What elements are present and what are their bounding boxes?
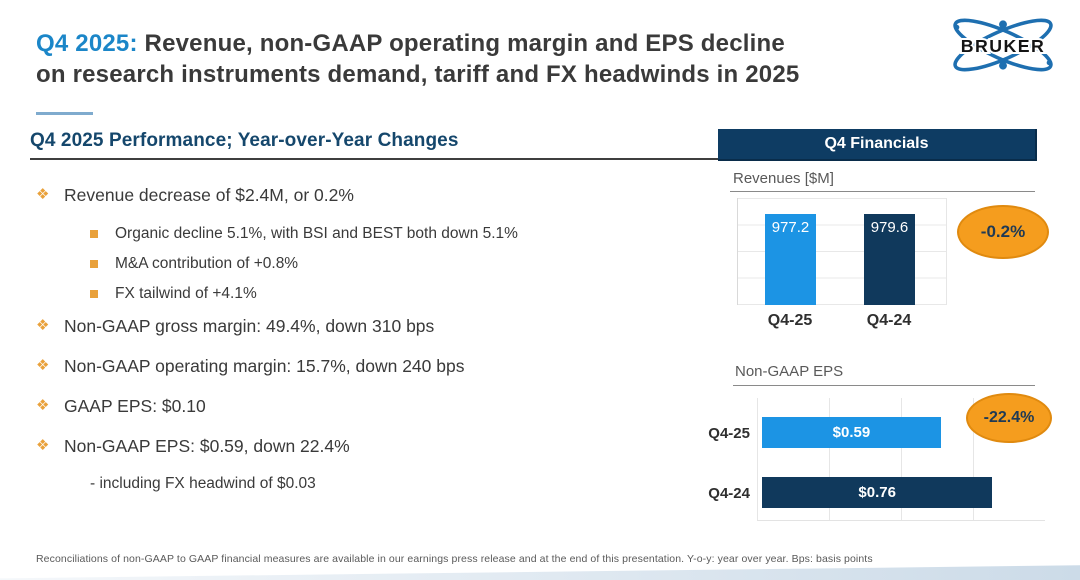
list-item: ❖ Non-GAAP EPS: $0.59, down 22.4% xyxy=(36,436,350,457)
diamond-bullet-icon: ❖ xyxy=(36,186,50,203)
bottom-decoration xyxy=(0,565,1080,580)
diamond-bullet-icon: ❖ xyxy=(36,317,50,334)
bullet-text: Non-GAAP EPS: $0.59, down 22.4% xyxy=(64,436,350,456)
revenue-axis-label-q4-24: Q4-24 xyxy=(866,312,912,329)
revenue-axis-label-q4-25: Q4-25 xyxy=(767,312,813,329)
eps-axis-label-q4-24: Q4-24 xyxy=(708,485,750,502)
square-bullet-icon xyxy=(90,230,98,238)
title-line2: on research instruments demand, tariff a… xyxy=(36,61,800,88)
eps-axis-label-q4-25: Q4-25 xyxy=(708,425,750,442)
bullet-text: M&A contribution of +0.8% xyxy=(115,255,299,272)
revenue-change-badge: -0.2% xyxy=(957,205,1049,259)
badge-label: -22.4% xyxy=(983,409,1035,426)
eps-change-badge: -22.4% xyxy=(966,393,1052,443)
footnote: Reconciliations of non-GAAP to GAAP fina… xyxy=(36,553,873,565)
section-heading: Q4 2025 Performance; Year-over-Year Chan… xyxy=(30,130,459,151)
bullet-text: Revenue decrease of $2.4M, or 0.2% xyxy=(64,185,354,205)
list-item: ❖ Non-GAAP gross margin: 49.4%, down 310 … xyxy=(36,316,434,337)
eps-bar-q4-24: $0.76 xyxy=(762,477,993,508)
section-underline xyxy=(30,158,718,160)
bullet-text: Non-GAAP gross margin: 49.4%, down 310 b… xyxy=(64,316,435,336)
list-item: ❖ Non-GAAP operating margin: 15.7%, down … xyxy=(36,356,464,377)
q4-financials-banner: Q4 Financials xyxy=(718,129,1037,161)
eps-bar-q4-25: $0.59 xyxy=(762,417,941,448)
eps-bar-value: $0.59 xyxy=(832,424,871,441)
eps-chart-title-underline xyxy=(733,385,1035,386)
list-item: - including FX headwind of $0.03 xyxy=(36,475,316,493)
badge-label: -0.2% xyxy=(980,222,1026,241)
list-item: ❖ Revenue decrease of $2.4M, or 0.2% xyxy=(36,185,354,206)
list-item: Organic decline 5.1%, with BSI and BEST … xyxy=(36,225,518,243)
bullet-text: GAAP EPS: $0.10 xyxy=(64,396,206,416)
bullet-text: - including FX headwind of $0.03 xyxy=(90,475,316,492)
square-bullet-icon xyxy=(90,290,98,298)
revenue-chart-title: Revenues [$M] xyxy=(733,170,834,187)
bullet-list: ❖ Revenue decrease of $2.4M, or 0.2% Orga… xyxy=(36,185,696,515)
eps-bar-value: $0.76 xyxy=(858,484,896,501)
logo-wordmark: BRUKER xyxy=(961,36,1046,56)
bruker-logo: BRUKER xyxy=(944,10,1062,80)
title-line1: Revenue, non-GAAP operating margin and E… xyxy=(144,30,785,57)
square-bullet-icon xyxy=(90,260,98,268)
revenue-chart-plot: 977.2 979.6 xyxy=(737,198,947,305)
bullet-text: Non-GAAP operating margin: 15.7%, down 2… xyxy=(64,356,465,376)
title-highlight: Q4 2025: xyxy=(36,30,138,57)
revenue-bar-value: 979.6 xyxy=(870,218,909,236)
atom-icon: BRUKER xyxy=(953,18,1053,72)
revenue-bar-value: 977.2 xyxy=(771,219,810,237)
bullet-text: Organic decline 5.1%, with BSI and BEST … xyxy=(115,225,518,242)
page-title: Q4 2025: Revenue, non-GAAP operating mar… xyxy=(36,28,916,90)
diamond-bullet-icon: ❖ xyxy=(36,437,50,454)
title-accent-line xyxy=(36,112,93,115)
revenue-chart-title-underline xyxy=(730,191,1035,192)
diamond-bullet-icon: ❖ xyxy=(36,397,50,414)
list-item: M&A contribution of +0.8% xyxy=(36,255,298,273)
list-item: ❖ GAAP EPS: $0.10 xyxy=(36,396,206,417)
eps-chart-title: Non-GAAP EPS xyxy=(735,363,844,380)
diamond-bullet-icon: ❖ xyxy=(36,357,50,374)
bullet-text: FX tailwind of +4.1% xyxy=(115,285,257,302)
revenue-bar-q4-24: 979.6 xyxy=(864,213,915,305)
eps-chart-plot: $0.59 $0.76 xyxy=(757,398,1045,521)
list-item: FX tailwind of +4.1% xyxy=(36,285,257,303)
revenue-bar-q4-25: 977.2 xyxy=(765,214,816,305)
